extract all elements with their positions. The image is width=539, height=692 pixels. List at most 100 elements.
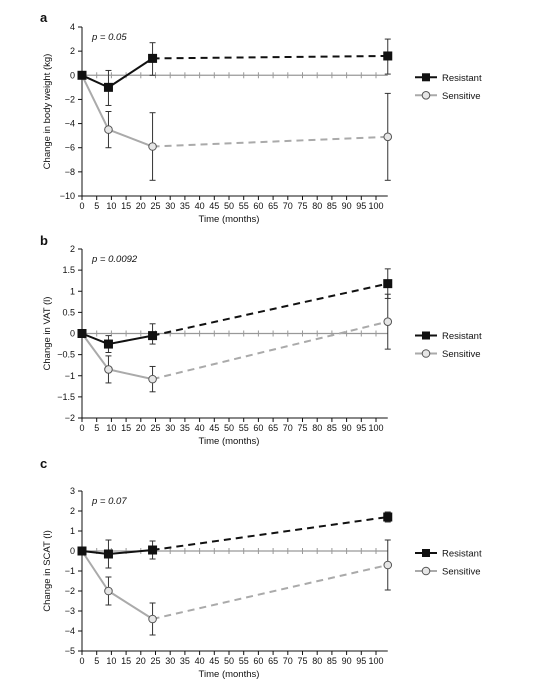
x-tick-label: 45 — [209, 423, 219, 433]
legend-label-sensitive: Sensitive — [442, 567, 481, 578]
data-point-sensitive — [104, 586, 113, 596]
x-tick-label: 30 — [165, 201, 175, 211]
x-tick-label: 40 — [195, 423, 205, 433]
y-tick-label: −2 — [65, 94, 75, 104]
x-tick-label: 65 — [268, 656, 278, 666]
data-point-sensitive — [383, 560, 393, 570]
y-tick-label: −5 — [65, 646, 75, 656]
x-tick-label: 95 — [356, 423, 366, 433]
legend-label-sensitive: Sensitive — [442, 91, 481, 102]
x-tick-label: 0 — [79, 423, 84, 433]
x-tick-label: 50 — [224, 423, 234, 433]
data-point-sensitive — [383, 132, 393, 142]
series-sensitive — [77, 70, 393, 181]
series-line-dashed — [152, 135, 388, 148]
x-tick-label: 95 — [356, 656, 366, 666]
x-tick-label: 75 — [297, 201, 307, 211]
x-tick-label: 35 — [180, 656, 190, 666]
y-tick-label: 1 — [70, 286, 75, 296]
legend-label-sensitive: Sensitive — [442, 349, 481, 360]
panel-b: b−2−1.5−1−0.500.511.520 5 10 15 20 25 30 35 40 45… — [40, 233, 482, 447]
x-tick-label: 65 — [268, 201, 278, 211]
x-tick-label: 10 — [106, 201, 116, 211]
x-tick-label: 90 — [342, 201, 352, 211]
legend: Resistant Sensitive — [415, 331, 482, 360]
data-point-resistant — [383, 512, 393, 522]
data-point-resistant — [148, 331, 158, 341]
x-tick-label: 20 — [136, 423, 146, 433]
y-tick-label: 1.5 — [62, 265, 75, 275]
y-tick-label: 1 — [70, 526, 75, 536]
legend-marker-resistant — [422, 549, 430, 557]
data-point-sensitive — [383, 317, 393, 326]
x-tick-label: 70 — [283, 201, 293, 211]
series-resistant — [77, 268, 393, 354]
panel-letter: b — [40, 233, 48, 248]
series-line-solid — [108, 368, 153, 381]
x-tick-label: 90 — [342, 423, 352, 433]
data-point-resistant — [148, 53, 158, 63]
y-tick-label: 0 — [70, 546, 75, 556]
x-tick-label: 80 — [312, 423, 322, 433]
x-tick-label: 5 — [94, 423, 99, 433]
x-tick-label: 35 — [180, 423, 190, 433]
y-axis-title: Change in SCAT (l) — [42, 530, 53, 612]
data-point-resistant — [103, 339, 113, 349]
p-value-annotation: p = 0.05 — [91, 32, 127, 43]
legend-label-resistant: Resistant — [442, 549, 482, 560]
series-sensitive — [77, 293, 393, 393]
x-tick-label: 85 — [327, 201, 337, 211]
x-tick-label: 55 — [239, 201, 249, 211]
panel-letter: a — [40, 10, 48, 25]
y-tick-label: −10 — [60, 191, 75, 201]
p-value-annotation: p = 0.0092 — [91, 254, 138, 265]
data-point-sensitive — [148, 614, 157, 624]
x-tick-label: 80 — [312, 656, 322, 666]
x-tick-label: 100 — [368, 656, 383, 666]
y-tick-label: 2 — [70, 244, 75, 254]
data-point-resistant — [148, 545, 158, 555]
y-tick-label: 3 — [70, 486, 75, 496]
y-tick-label: 2 — [70, 506, 75, 516]
x-tick-label: 0 — [79, 656, 84, 666]
x-tick-label: 15 — [121, 423, 131, 433]
x-tick-label: 25 — [150, 656, 160, 666]
x-tick-label: 70 — [283, 423, 293, 433]
y-tick-label: −2 — [65, 586, 75, 596]
y-tick-label: −4 — [65, 626, 75, 636]
x-tick-label: 25 — [150, 201, 160, 211]
x-tick-label: 20 — [136, 201, 146, 211]
x-axis-title: Time (months) — [199, 669, 260, 680]
y-tick-label: 0 — [70, 329, 75, 339]
series-line-dashed — [152, 320, 388, 381]
y-axis-title: Change in body weight (kg) — [42, 54, 53, 170]
legend-marker-resistant — [422, 331, 430, 340]
data-point-resistant — [103, 82, 113, 92]
series-line-solid — [81, 74, 110, 131]
data-point-sensitive — [104, 125, 113, 134]
x-tick-label: 60 — [253, 423, 263, 433]
x-tick-label: 90 — [342, 656, 352, 666]
y-tick-label: −6 — [65, 143, 75, 153]
x-tick-label: 40 — [195, 201, 205, 211]
y-tick-label: −2 — [65, 413, 75, 423]
y-tick-label: −1 — [65, 371, 75, 381]
data-point-resistant — [103, 549, 113, 559]
x-tick-label: 65 — [268, 423, 278, 433]
series-line-dashed — [152, 564, 388, 620]
legend-label-resistant: Resistant — [442, 331, 482, 342]
x-tick-label: 30 — [165, 656, 175, 666]
panel-letter: c — [40, 456, 47, 471]
x-tick-label: 85 — [327, 656, 337, 666]
y-axis-title: Change in VAT (l) — [42, 297, 53, 371]
series-line-solid — [108, 549, 153, 555]
data-point-sensitive — [148, 374, 157, 384]
data-point-resistant — [383, 279, 393, 289]
x-tick-label: 100 — [368, 201, 383, 211]
x-tick-label: 85 — [327, 423, 337, 433]
y-tick-label: −1.5 — [57, 392, 75, 402]
x-tick-label: 20 — [136, 656, 146, 666]
x-tick-label: 30 — [165, 423, 175, 433]
x-tick-label: 35 — [180, 201, 190, 211]
